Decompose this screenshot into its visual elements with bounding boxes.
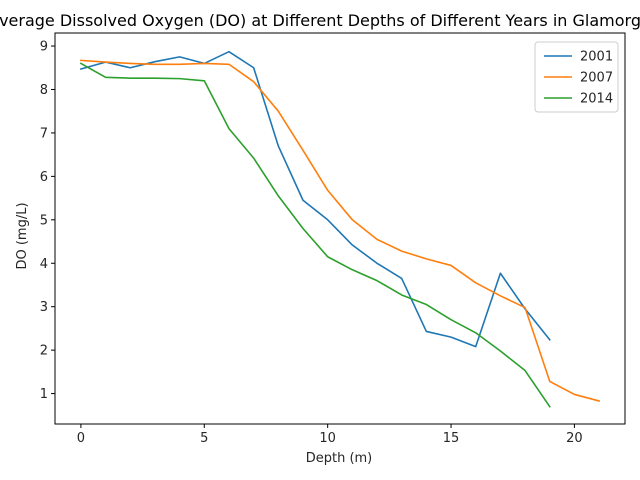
legend-box xyxy=(534,41,619,113)
legend: 2001 2007 2014 xyxy=(534,41,619,113)
series-line-2014 xyxy=(79,62,551,408)
y-tick-label: 3 xyxy=(40,300,48,315)
y-axis-label: DO (mg/L) xyxy=(15,202,30,269)
y-tick-label: 8 xyxy=(40,83,48,98)
legend-label: 2001 xyxy=(580,50,613,65)
x-axis-ticks: 0 5 10 15 20 xyxy=(77,424,583,446)
y-axis-ticks: 1 2 3 4 5 6 7 8 9 xyxy=(40,40,55,402)
chart-title: Average Dissolved Oxygen (DO) at Differe… xyxy=(0,11,640,30)
y-tick-label: 6 xyxy=(40,170,48,185)
series-line-2007 xyxy=(80,59,601,402)
x-tick-label: 20 xyxy=(566,431,583,446)
legend-label: 2007 xyxy=(580,71,613,86)
y-tick-label: 2 xyxy=(40,344,48,359)
x-tick-label: 0 xyxy=(77,431,85,446)
x-tick-label: 10 xyxy=(319,431,336,446)
plot-lines xyxy=(79,50,601,408)
x-tick-label: 15 xyxy=(443,431,460,446)
series-line-2001 xyxy=(79,50,551,348)
y-tick-label: 5 xyxy=(40,213,48,228)
y-tick-label: 1 xyxy=(40,387,48,402)
plot-frame xyxy=(54,32,626,425)
x-axis-label: Depth (m) xyxy=(306,451,373,466)
y-tick-label: 9 xyxy=(40,40,48,55)
y-tick-label: 7 xyxy=(40,126,48,141)
legend-label: 2014 xyxy=(580,92,613,107)
x-tick-label: 5 xyxy=(200,431,208,446)
y-tick-label: 4 xyxy=(40,257,48,272)
